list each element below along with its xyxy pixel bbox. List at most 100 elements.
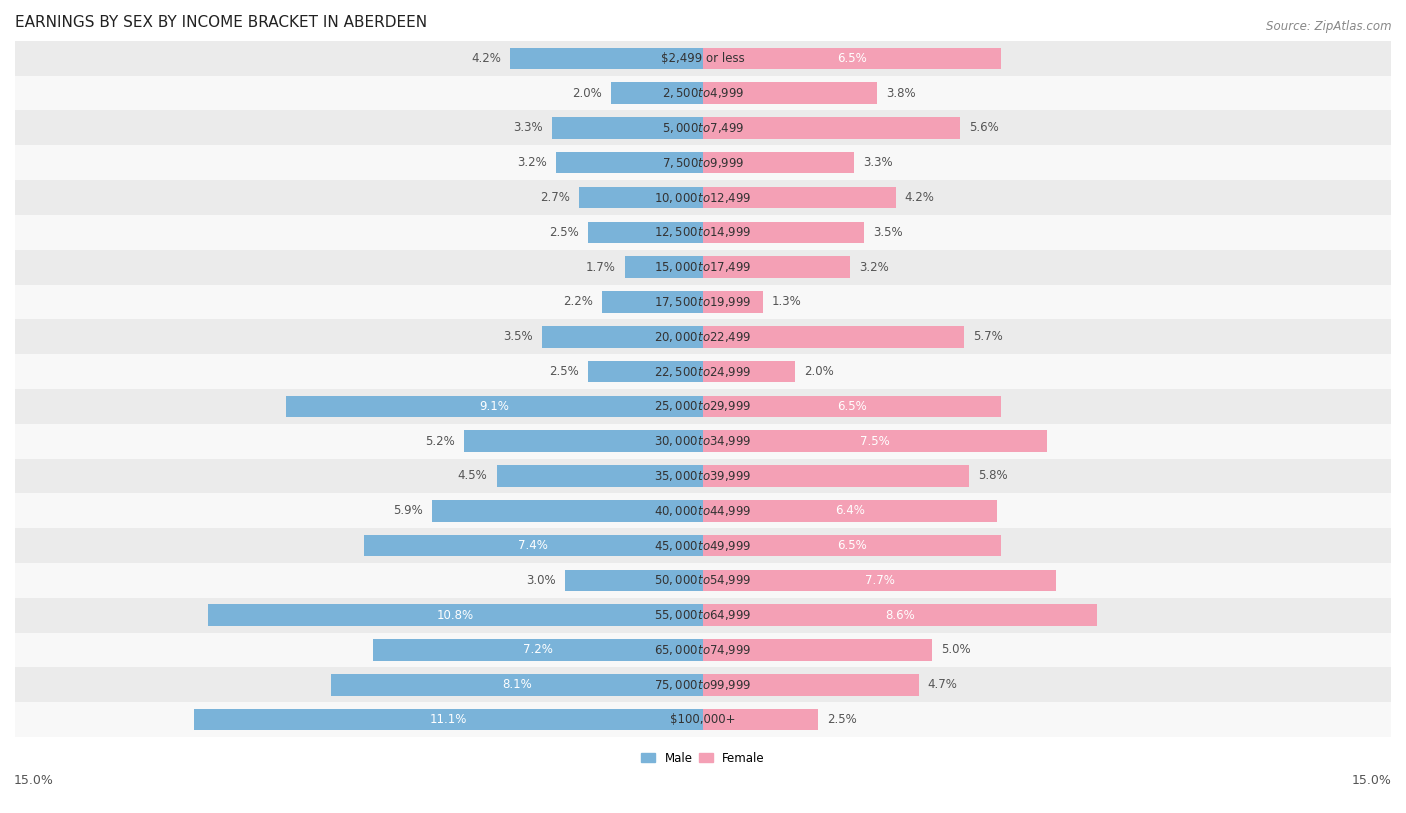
Bar [703,47,1001,69]
Text: 3.3%: 3.3% [513,121,543,134]
Bar [557,152,703,173]
Text: 15.0%: 15.0% [1353,774,1392,787]
Bar [285,396,703,417]
Text: 2.2%: 2.2% [562,295,593,308]
Text: 6.5%: 6.5% [837,400,868,413]
Text: $40,000 to $44,999: $40,000 to $44,999 [654,504,752,518]
Text: EARNINGS BY SEX BY INCOME BRACKET IN ABERDEEN: EARNINGS BY SEX BY INCOME BRACKET IN ABE… [15,15,427,30]
Bar [15,563,1391,598]
Text: 1.3%: 1.3% [772,295,801,308]
Text: 2.5%: 2.5% [827,713,856,726]
Text: 8.1%: 8.1% [502,678,531,691]
Bar [703,82,877,104]
Text: $17,500 to $19,999: $17,500 to $19,999 [654,295,752,309]
Bar [15,702,1391,737]
Bar [15,146,1391,180]
Bar [15,285,1391,320]
Bar [703,187,896,208]
Text: $15,000 to $17,499: $15,000 to $17,499 [654,260,752,274]
Bar [703,639,932,661]
Bar [510,47,703,69]
Text: $75,000 to $99,999: $75,000 to $99,999 [654,678,752,692]
Bar [364,535,703,556]
Text: 3.0%: 3.0% [527,574,557,587]
Text: $45,000 to $49,999: $45,000 to $49,999 [654,538,752,553]
Text: 6.5%: 6.5% [837,52,868,65]
Bar [332,674,703,696]
Text: 5.7%: 5.7% [973,330,1004,343]
Bar [15,633,1391,667]
Text: 2.0%: 2.0% [572,87,602,100]
Text: $100,000+: $100,000+ [671,713,735,726]
Bar [588,221,703,243]
Text: $5,000 to $7,499: $5,000 to $7,499 [662,121,744,135]
Text: $12,500 to $14,999: $12,500 to $14,999 [654,225,752,239]
Text: $7,500 to $9,999: $7,500 to $9,999 [662,156,744,170]
Bar [15,389,1391,424]
Bar [373,639,703,661]
Bar [703,152,855,173]
Text: $20,000 to $22,499: $20,000 to $22,499 [654,330,752,344]
Bar [703,361,794,382]
Bar [703,221,863,243]
Text: 5.8%: 5.8% [979,469,1008,482]
Bar [703,396,1001,417]
Bar [15,493,1391,528]
Bar [15,250,1391,285]
Text: 4.2%: 4.2% [905,191,935,204]
Bar [703,326,965,347]
Text: $30,000 to $34,999: $30,000 to $34,999 [654,434,752,448]
Bar [15,41,1391,76]
Bar [703,117,960,139]
Text: 4.5%: 4.5% [458,469,488,482]
Bar [15,111,1391,146]
Bar [626,256,703,278]
Text: 1.7%: 1.7% [586,261,616,274]
Bar [543,326,703,347]
Bar [15,424,1391,459]
Bar [703,604,1098,626]
Text: 8.6%: 8.6% [886,609,915,622]
Bar [433,500,703,521]
Bar [15,320,1391,354]
Text: 6.5%: 6.5% [837,539,868,552]
Text: $10,000 to $12,499: $10,000 to $12,499 [654,190,752,205]
Text: 3.5%: 3.5% [503,330,533,343]
Bar [703,500,997,521]
Text: 2.5%: 2.5% [550,226,579,239]
Text: 5.2%: 5.2% [426,435,456,448]
Bar [588,361,703,382]
Text: 4.7%: 4.7% [928,678,957,691]
Text: 10.8%: 10.8% [437,609,474,622]
Bar [15,76,1391,111]
Bar [15,180,1391,215]
Text: 5.0%: 5.0% [942,643,972,656]
Bar [15,459,1391,493]
Bar [208,604,703,626]
Bar [464,430,703,452]
Bar [15,215,1391,250]
Bar [565,570,703,591]
Text: 7.5%: 7.5% [860,435,890,448]
Text: 2.5%: 2.5% [550,365,579,378]
Bar [612,82,703,104]
Bar [15,528,1391,563]
Bar [579,187,703,208]
Text: $65,000 to $74,999: $65,000 to $74,999 [654,643,752,657]
Text: 2.7%: 2.7% [540,191,569,204]
Text: 3.5%: 3.5% [873,226,903,239]
Bar [703,465,969,487]
Text: 7.7%: 7.7% [865,574,894,587]
Bar [15,598,1391,633]
Text: 2.0%: 2.0% [804,365,834,378]
Bar [703,674,918,696]
Bar [703,570,1056,591]
Text: 5.9%: 5.9% [394,504,423,517]
Text: $22,500 to $24,999: $22,500 to $24,999 [654,364,752,379]
Text: $25,000 to $29,999: $25,000 to $29,999 [654,399,752,413]
Text: 15.0%: 15.0% [14,774,53,787]
Bar [496,465,703,487]
Bar [703,291,762,313]
Text: 5.6%: 5.6% [969,121,998,134]
Text: 3.8%: 3.8% [886,87,917,100]
